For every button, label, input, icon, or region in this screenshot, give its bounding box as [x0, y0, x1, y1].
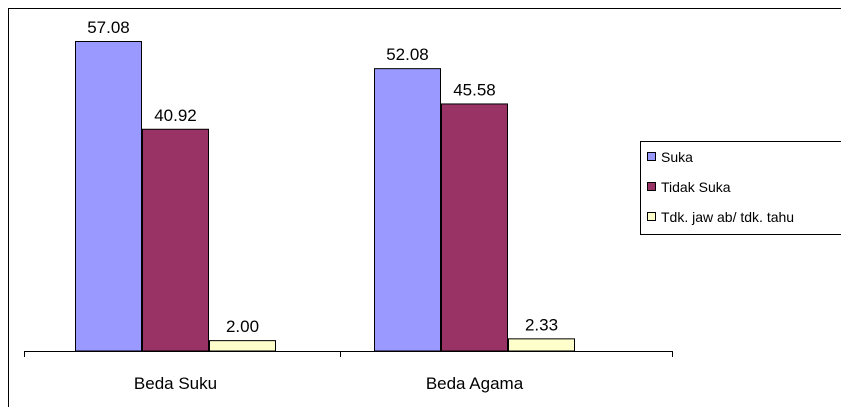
value-label: 40.92	[154, 106, 197, 125]
legend: Suka Tidak Suka Tdk. jaw ab/ tdk. tahu	[640, 141, 841, 235]
bar-1-2	[374, 68, 441, 352]
legend-box	[640, 141, 841, 235]
bar-2-1	[142, 128, 209, 352]
bar-1-1	[75, 41, 142, 352]
bar-marks	[75, 41, 575, 352]
bar-3-1	[209, 340, 276, 352]
x-tick-labels: Beda Suku Beda Agama	[134, 374, 524, 393]
legend-label: Tidak Suka	[661, 179, 731, 195]
legend-label: Suka	[661, 149, 693, 165]
value-label: 45.58	[453, 80, 496, 99]
value-label: 2.33	[525, 315, 558, 334]
value-label: 52.08	[386, 45, 429, 64]
legend-swatch	[647, 212, 656, 221]
x-tick-label: Beda Suku	[134, 374, 217, 393]
bar-2-2	[441, 103, 508, 352]
legend-label: Tdk. jaw ab/ tdk. tahu	[661, 209, 794, 225]
legend-swatch	[647, 182, 656, 191]
bar-3-2	[508, 338, 575, 352]
value-label: 57.08	[87, 18, 130, 37]
plot-area	[24, 351, 673, 357]
legend-swatch	[647, 152, 656, 161]
value-labels: 57.08 52.08 40.92 45.58 2.00 2.33	[87, 18, 558, 336]
value-label: 2.00	[226, 317, 259, 336]
x-tick-label: Beda Agama	[426, 374, 524, 393]
